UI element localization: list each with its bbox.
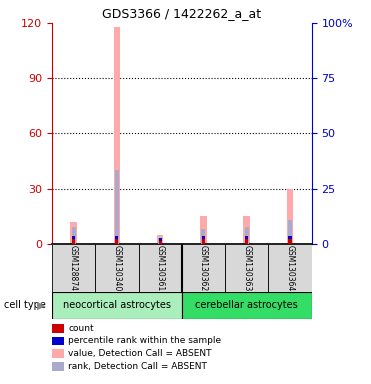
FancyBboxPatch shape xyxy=(268,244,312,292)
Bar xyxy=(115,239,118,244)
Bar xyxy=(115,237,118,239)
Bar xyxy=(159,238,162,241)
Bar xyxy=(245,239,248,244)
FancyBboxPatch shape xyxy=(95,244,138,292)
FancyBboxPatch shape xyxy=(225,244,268,292)
Text: GSM130361: GSM130361 xyxy=(156,245,165,291)
Bar xyxy=(114,27,120,244)
Text: ▶: ▶ xyxy=(37,300,46,310)
Bar xyxy=(245,227,249,244)
Bar xyxy=(202,239,205,244)
Bar xyxy=(287,189,293,244)
Bar xyxy=(70,222,77,244)
Text: GSM130362: GSM130362 xyxy=(199,245,208,291)
Bar xyxy=(202,237,205,239)
Bar xyxy=(289,239,292,244)
Text: GSM130364: GSM130364 xyxy=(286,245,295,291)
Bar xyxy=(72,227,76,244)
FancyBboxPatch shape xyxy=(52,244,95,292)
Bar xyxy=(115,170,119,244)
Text: neocortical astrocytes: neocortical astrocytes xyxy=(63,300,171,310)
Bar xyxy=(288,220,292,244)
FancyBboxPatch shape xyxy=(182,244,225,292)
Bar xyxy=(289,237,292,239)
Text: cell type: cell type xyxy=(4,300,46,310)
Bar xyxy=(159,241,162,244)
Bar xyxy=(157,235,163,244)
Text: count: count xyxy=(68,324,94,333)
Bar xyxy=(72,237,75,239)
FancyBboxPatch shape xyxy=(182,292,312,319)
Text: rank, Detection Call = ABSENT: rank, Detection Call = ABSENT xyxy=(68,362,207,371)
Text: GSM130340: GSM130340 xyxy=(112,245,121,291)
Text: cerebellar astrocytes: cerebellar astrocytes xyxy=(196,300,298,310)
FancyBboxPatch shape xyxy=(138,244,182,292)
Bar xyxy=(243,216,250,244)
Text: percentile rank within the sample: percentile rank within the sample xyxy=(68,336,221,346)
Text: GSM128874: GSM128874 xyxy=(69,245,78,291)
Bar xyxy=(158,238,162,244)
Title: GDS3366 / 1422262_a_at: GDS3366 / 1422262_a_at xyxy=(102,7,261,20)
Bar xyxy=(72,239,75,244)
Text: value, Detection Call = ABSENT: value, Detection Call = ABSENT xyxy=(68,349,212,358)
FancyBboxPatch shape xyxy=(52,292,182,319)
Bar xyxy=(200,216,207,244)
Text: GSM130363: GSM130363 xyxy=(242,245,251,291)
Bar xyxy=(201,229,206,244)
Bar xyxy=(245,237,248,239)
